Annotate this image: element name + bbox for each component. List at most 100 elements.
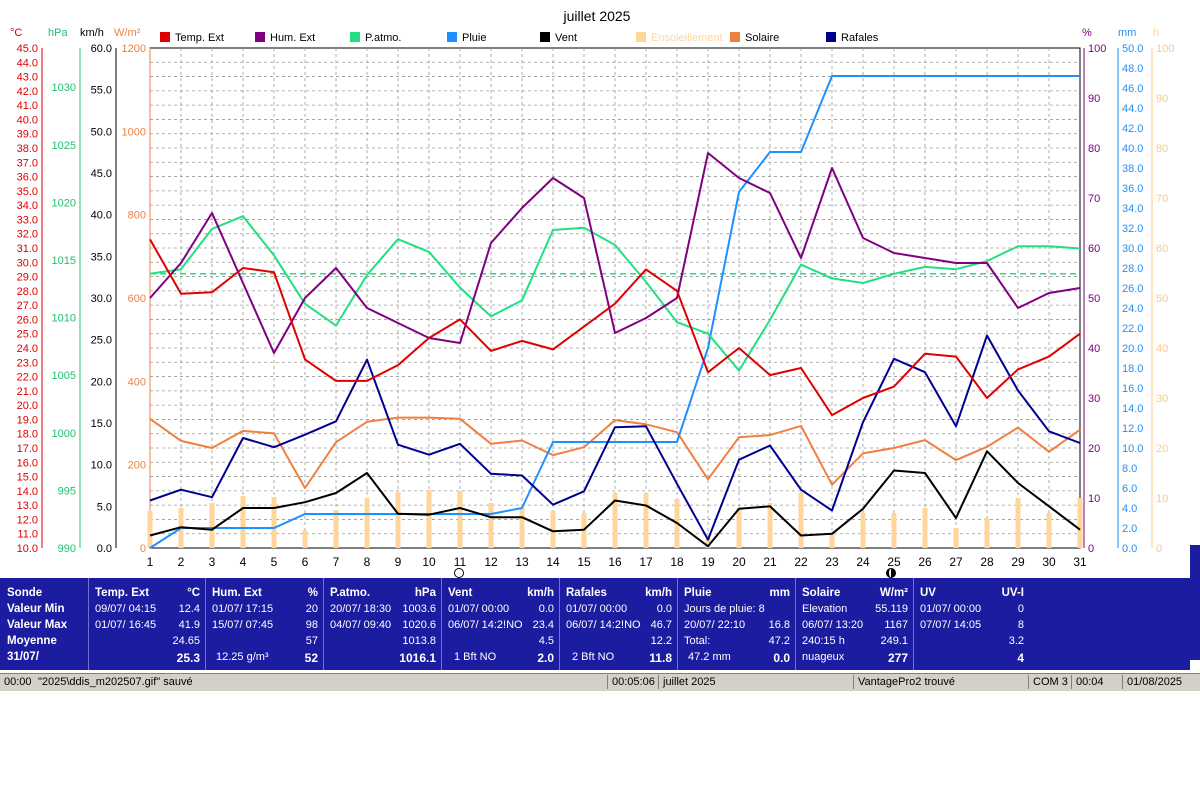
rain-tick-label: 36.0 bbox=[1122, 183, 1143, 195]
rain-tick-label: 16.0 bbox=[1122, 383, 1143, 395]
temp-tick-label: 40.0 bbox=[17, 114, 38, 126]
wind-tick-label: 0.0 bbox=[97, 543, 112, 555]
rain-tick-label: 10.0 bbox=[1122, 443, 1143, 455]
ensoleillement-bar bbox=[612, 493, 618, 548]
temp-tick-label: 27.0 bbox=[17, 300, 38, 312]
temp-tick-label: 11.0 bbox=[17, 529, 38, 541]
stats-col-hum: Hum. Ext % 01/07/ 17:15 20 15/07/ 07:45 … bbox=[205, 578, 324, 670]
x-tick-label: 23 bbox=[825, 555, 839, 569]
temp-tick-label: 34.0 bbox=[17, 200, 38, 212]
x-tick-label: 26 bbox=[918, 555, 932, 569]
pluie-max-value: 16.8 bbox=[768, 619, 790, 631]
uv-max-value: 8 bbox=[1017, 619, 1024, 631]
legend-label: P.atmo. bbox=[365, 32, 402, 44]
pct-unit-header: % bbox=[1082, 27, 1092, 39]
wind-tick-label: 20.0 bbox=[91, 376, 112, 388]
status-clock: 00:04 bbox=[1071, 675, 1122, 689]
rain-tick-label: 48.0 bbox=[1122, 63, 1143, 75]
x-tick-label: 17 bbox=[639, 555, 653, 569]
rafales-min-time: 01/07/ 00:00 bbox=[566, 603, 628, 615]
ensoleillement-bar bbox=[798, 493, 804, 548]
uv-min-time: 01/07/ 00:00 bbox=[920, 603, 982, 615]
ensoleillement-bar bbox=[488, 503, 494, 548]
pressure-tick-label: 1000 bbox=[52, 428, 76, 440]
solar-tick-label: 400 bbox=[128, 376, 146, 388]
solaire-elevation-value: 55.119 bbox=[875, 603, 908, 615]
pressure-tick-label: 1015 bbox=[52, 255, 76, 267]
hum-current-value: 52 bbox=[304, 651, 318, 665]
ensoleillement-bar bbox=[1046, 513, 1052, 548]
hum-header: Hum. Ext bbox=[212, 587, 262, 599]
patmo-avg-value: 1013.8 bbox=[402, 635, 436, 647]
ensoleillement-bar bbox=[426, 490, 432, 548]
humidity-tick-label: 90 bbox=[1088, 93, 1100, 105]
sun-tick-label: 20 bbox=[1156, 443, 1168, 455]
wind-tick-label: 30.0 bbox=[91, 293, 112, 305]
x-tick-label: 3 bbox=[209, 555, 216, 569]
x-tick-label: 30 bbox=[1042, 555, 1056, 569]
uv-min-value: 0 bbox=[1017, 603, 1024, 615]
ensoleillement-bar bbox=[891, 513, 897, 548]
temp-unit-header: °C bbox=[10, 27, 22, 39]
wm2-unit-header: W/m² bbox=[114, 27, 141, 39]
temp-tick-label: 28.0 bbox=[17, 286, 38, 298]
solaire-current-value: 277 bbox=[887, 651, 908, 665]
humidity-tick-label: 10 bbox=[1088, 493, 1100, 505]
temp-tick-label: 12.0 bbox=[17, 514, 38, 526]
humidity-tick-label: 20 bbox=[1088, 443, 1100, 455]
grid bbox=[149, 47, 1081, 549]
ensoleillement-bar bbox=[984, 518, 990, 548]
rain-tick-label: 18.0 bbox=[1122, 363, 1143, 375]
vent-line bbox=[149, 450, 1081, 548]
sun-tick-label: 60 bbox=[1156, 243, 1168, 255]
x-tick-label: 5 bbox=[271, 555, 278, 569]
side-panel-edge bbox=[1190, 545, 1200, 660]
wind-tick-label: 60.0 bbox=[91, 43, 112, 55]
wind-tick-label: 35.0 bbox=[91, 251, 112, 263]
weather-chart: juillet 2025 °C hPa km/h W/m² % mm h Tem… bbox=[10, 8, 1175, 578]
ensoleillement-bar bbox=[550, 511, 556, 548]
stats-col-pluie: Pluie mm Jours de pluie: 8 20/07/ 22:10 … bbox=[677, 578, 796, 670]
patmo-header: P.atmo. bbox=[330, 587, 371, 599]
status-message-time: 00:00 bbox=[4, 676, 32, 688]
x-tick-label: 25 bbox=[887, 555, 901, 569]
humidity-tick-label: 70 bbox=[1088, 193, 1100, 205]
hum-abs-humidity: 12.25 g/m³ bbox=[216, 651, 269, 663]
stats-col-uv: UV UV-I 01/07/ 00:00 0 07/07/ 14:05 8 3.… bbox=[913, 578, 1030, 670]
rafales-max-time: 06/07/ 14:2!NO bbox=[566, 619, 641, 631]
temp-tick-label: 39.0 bbox=[17, 129, 38, 141]
axis-unit-headers: °C hPa km/h W/m² % mm h bbox=[10, 27, 1159, 39]
vent-header: Vent bbox=[448, 587, 473, 599]
x-tick-label: 16 bbox=[608, 555, 622, 569]
humidity-tick-label: 50 bbox=[1088, 293, 1100, 305]
axes: 10.011.012.013.014.015.016.017.018.019.0… bbox=[17, 43, 1175, 569]
pluie-header: Pluie bbox=[684, 587, 712, 599]
full-moon-icon bbox=[454, 568, 464, 578]
vent-avg-value: 4.5 bbox=[538, 635, 554, 647]
ensoleillement-bar bbox=[302, 530, 308, 548]
temp-tick-label: 35.0 bbox=[17, 186, 38, 198]
ensoleillement-bar bbox=[736, 508, 742, 548]
sun-tick-label: 30 bbox=[1156, 393, 1168, 405]
wind-tick-label: 15.0 bbox=[91, 418, 112, 430]
ensoleillement-bar bbox=[147, 511, 153, 548]
rafales-header: Rafales bbox=[566, 587, 607, 599]
stats-col-labels: Sonde Valeur Min Valeur Max Moyenne 31/0… bbox=[0, 578, 88, 670]
pluie-month-total: 47.2 mm bbox=[688, 651, 731, 663]
solaire-line bbox=[149, 416, 1081, 489]
temp-tick-label: 36.0 bbox=[17, 172, 38, 184]
temp-tick-label: 31.0 bbox=[17, 243, 38, 255]
temp-tick-label: 23.0 bbox=[17, 357, 38, 369]
vent-min-value: 0.0 bbox=[538, 603, 554, 615]
legend-label: Ensoleillement bbox=[651, 32, 723, 44]
legend-label: Solaire bbox=[745, 32, 779, 44]
wind-tick-label: 40.0 bbox=[91, 210, 112, 222]
temp-max-time: 01/07/ 16:45 bbox=[95, 619, 157, 631]
legend-swatch bbox=[447, 32, 457, 42]
temp-tick-label: 29.0 bbox=[17, 272, 38, 284]
legend-label: Rafales bbox=[841, 32, 879, 44]
max-row-label: Valeur Max bbox=[7, 619, 68, 631]
humidity-tick-label: 100 bbox=[1088, 43, 1106, 55]
pressure-tick-label: 1010 bbox=[52, 313, 76, 325]
vent-beaufort: 1 Bft NO bbox=[454, 651, 497, 663]
